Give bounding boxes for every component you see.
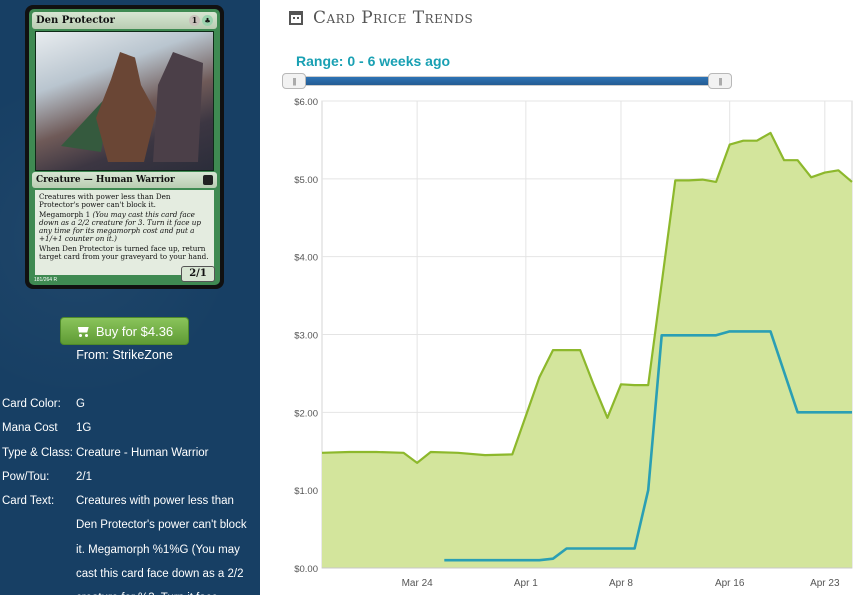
detail-row-color: Card Color: G: [2, 392, 260, 416]
art-warrior: [96, 52, 156, 162]
price-area-line: [321, 131, 853, 464]
card-power-toughness: 2/1: [181, 266, 215, 282]
card-details: Card Color: G Mana Cost 1G Type & Class:…: [2, 392, 260, 595]
y-tick-label: $1.00: [294, 486, 318, 497]
buy-button[interactable]: Buy for $4.36: [60, 317, 189, 345]
cart-icon: [76, 326, 90, 337]
card-artwork: [35, 31, 214, 171]
slider-handle-min[interactable]: |||: [282, 73, 306, 89]
slider-handle-max[interactable]: |||: [708, 73, 732, 89]
green-mana-icon: ♣: [202, 15, 213, 26]
rules-line-2: Megamorph 1 (You may cast this card face…: [39, 209, 201, 244]
card-image: Den Protector 1 ♣ Creature — Human Warri…: [25, 5, 224, 289]
x-tick-label: Mar 24: [402, 578, 434, 589]
y-tick-label: $2.00: [294, 408, 318, 419]
card-frame: Den Protector 1 ♣ Creature — Human Warri…: [29, 9, 220, 285]
card-name-bar: Den Protector 1 ♣: [32, 12, 217, 29]
art-rock: [153, 52, 203, 162]
detail-key: Pow/Tou:: [2, 470, 50, 483]
range-slider[interactable]: ||| |||: [282, 72, 732, 90]
detail-key: Card Text:: [2, 495, 55, 508]
card-type-line: Creature — Human Warrior: [36, 175, 175, 185]
range-label: Range: 0 - 6 weeks ago: [296, 53, 451, 69]
card-type-bar: Creature — Human Warrior: [32, 172, 217, 188]
price-chart-svg: Mar 24 Apr 1 Apr 8 Apr 16 Apr 23 $0.00 $1.00 $2…: [294, 97, 853, 589]
card-collector-number: 181/264 R: [34, 277, 58, 283]
detail-value: Creature - Human Warrior: [76, 446, 209, 459]
x-tick-label: Apr 23: [810, 578, 840, 589]
buy-button-label: Buy for $4.36: [95, 323, 174, 339]
rules-line-3: When Den Protector is turned face up, re…: [39, 243, 209, 262]
y-tick-label: $6.00: [294, 97, 318, 108]
set-symbol-icon: [203, 175, 213, 185]
y-tick-label: $4.00: [294, 253, 318, 264]
detail-key: Mana Cost: [2, 422, 58, 435]
seller-label: From: StrikeZone: [76, 348, 173, 362]
calendar-icon: [289, 11, 303, 25]
mana-cost-symbols: 1 ♣: [189, 15, 213, 26]
card-sidebar: Den Protector 1 ♣ Creature — Human Warri…: [0, 0, 260, 595]
rules-line-1: Creatures with power less than Den Prote…: [39, 192, 171, 210]
detail-key: Type & Class:: [2, 446, 73, 459]
card-rules-text: Creatures with power less than Den Prote…: [35, 190, 214, 275]
y-tick-label: $5.00: [294, 175, 318, 186]
detail-value: 1G: [76, 422, 92, 435]
price-area-fill: [322, 132, 852, 568]
price-line: [444, 330, 852, 562]
detail-row-pow-tou: Pow/Tou: 2/1: [2, 465, 260, 489]
x-tick-label: Apr 1: [514, 578, 538, 589]
detail-value: G: [76, 398, 85, 410]
detail-row-mana-cost: Mana Cost 1G: [2, 416, 260, 440]
trends-header: Card Price Trends: [289, 5, 473, 31]
slider-selected-range: [296, 77, 714, 85]
detail-key: Card Color:: [2, 398, 61, 410]
price-chart: Mar 24 Apr 1 Apr 8 Apr 16 Apr 23 $0.00 $1.00 $2…: [285, 93, 859, 595]
detail-value: 2/1: [76, 470, 92, 483]
generic-mana-icon: 1: [189, 15, 200, 26]
y-tick-label: $3.00: [294, 331, 318, 342]
detail-row-card-text: Card Text: Creatures with power less tha…: [2, 489, 260, 595]
detail-value: Creatures with power less than Den Prote…: [76, 495, 247, 595]
x-tick-label: Apr 16: [715, 578, 745, 589]
trends-title: Card Price Trends: [313, 8, 474, 28]
detail-row-type: Type & Class: Creature - Human Warrior: [2, 441, 260, 465]
card-name: Den Protector: [36, 15, 115, 26]
x-tick-label: Apr 8: [609, 578, 633, 589]
y-tick-label: $0.00: [294, 564, 318, 575]
